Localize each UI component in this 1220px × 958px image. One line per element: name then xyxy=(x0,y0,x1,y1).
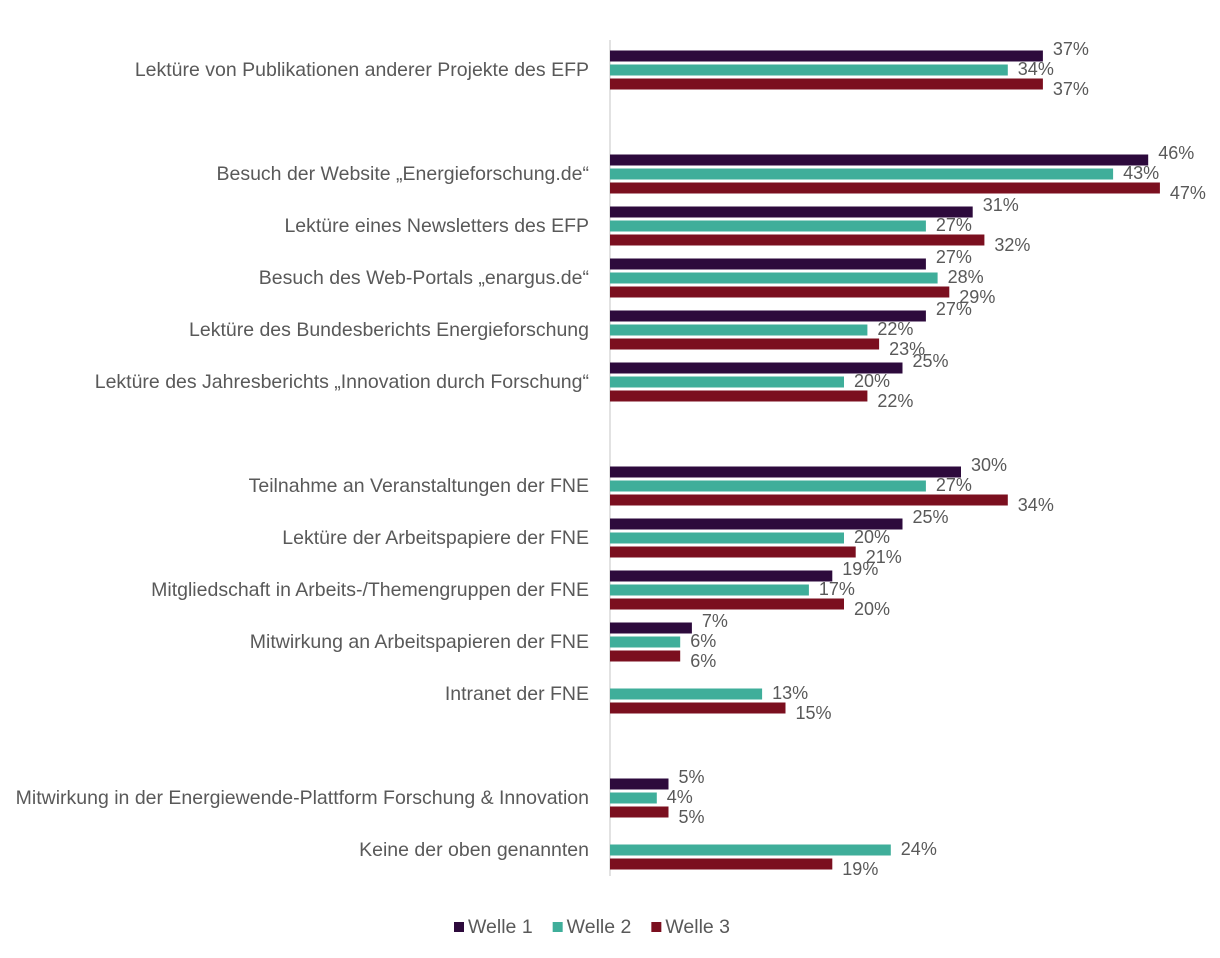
value-label: 7% xyxy=(702,611,728,631)
bar xyxy=(610,622,692,634)
bar xyxy=(610,466,961,478)
value-label: 27% xyxy=(936,215,972,235)
bar xyxy=(610,234,985,246)
value-label: 27% xyxy=(936,475,972,495)
legend-swatch xyxy=(651,922,662,932)
legend-swatch xyxy=(552,922,563,932)
category-label: Lektüre eines Newsletters des EFP xyxy=(284,215,589,237)
value-label: 5% xyxy=(679,767,705,787)
value-label: 19% xyxy=(842,559,878,579)
bar xyxy=(610,650,681,662)
bar xyxy=(610,584,809,596)
bar xyxy=(610,286,950,298)
legend-swatch xyxy=(454,922,464,932)
bar xyxy=(610,272,938,284)
bar xyxy=(610,390,868,402)
bar xyxy=(610,636,681,648)
bar xyxy=(610,546,856,558)
category-label: Besuch der Website „Energieforschung.de“ xyxy=(216,163,589,185)
value-label: 25% xyxy=(913,351,949,371)
bar xyxy=(610,310,926,322)
value-label: 43% xyxy=(1123,163,1159,183)
legend-label: Welle 2 xyxy=(567,916,632,938)
bar xyxy=(610,220,926,232)
bar xyxy=(610,64,1008,76)
legend-label: Welle 3 xyxy=(665,916,730,938)
value-label: 37% xyxy=(1053,79,1089,99)
bar xyxy=(610,206,973,218)
bar xyxy=(610,376,844,388)
value-label: 6% xyxy=(690,631,716,651)
bar xyxy=(610,258,926,270)
value-label: 6% xyxy=(690,651,716,671)
bar xyxy=(610,806,669,818)
category-label: Intranet der FNE xyxy=(444,683,589,705)
category-label: Mitwirkung an Arbeitspapieren der FNE xyxy=(249,631,589,653)
category-label: Lektüre des Jahresberichts „Innovation d… xyxy=(94,371,589,393)
value-label: 22% xyxy=(877,319,913,339)
bar xyxy=(610,570,833,582)
value-label: 20% xyxy=(854,371,890,391)
value-label: 25% xyxy=(913,507,949,527)
value-label: 22% xyxy=(877,391,913,411)
bar xyxy=(610,480,926,492)
bar xyxy=(610,778,669,790)
legend-label: Welle 1 xyxy=(468,916,533,938)
category-label: Besuch des Web-Portals „enargus.de“ xyxy=(258,267,589,289)
value-label: 34% xyxy=(1018,59,1054,79)
bar xyxy=(610,50,1043,62)
bar xyxy=(610,78,1043,90)
value-label: 23% xyxy=(889,339,925,359)
value-label: 28% xyxy=(948,267,984,287)
value-label: 24% xyxy=(901,839,937,859)
bar xyxy=(610,598,844,610)
category-label: Teilnahme an Veranstaltungen der FNE xyxy=(248,475,589,497)
value-label: 4% xyxy=(667,787,693,807)
bar xyxy=(610,182,1160,194)
value-label: 32% xyxy=(994,235,1030,255)
category-label: Lektüre der Arbeitspapiere der FNE xyxy=(282,527,589,549)
bar xyxy=(610,688,763,700)
value-label: 37% xyxy=(1053,39,1089,59)
value-label: 46% xyxy=(1158,143,1194,163)
bar xyxy=(610,858,833,870)
category-label: Lektüre von Publikationen anderer Projek… xyxy=(134,59,589,81)
category-label: Keine der oben genannten xyxy=(359,839,589,861)
value-label: 20% xyxy=(854,527,890,547)
value-label: 19% xyxy=(842,859,878,879)
value-label: 20% xyxy=(854,599,890,619)
value-label: 5% xyxy=(679,807,705,827)
category-label: Lektüre des Bundesberichts Energieforsch… xyxy=(189,319,589,341)
value-label: 27% xyxy=(936,247,972,267)
value-label: 30% xyxy=(971,455,1007,475)
value-label: 15% xyxy=(796,703,832,723)
value-label: 29% xyxy=(959,287,995,307)
bar xyxy=(610,324,868,336)
bar xyxy=(610,154,1149,166)
value-label: 27% xyxy=(936,299,972,319)
value-label: 13% xyxy=(772,683,808,703)
bar xyxy=(610,362,903,374)
bar xyxy=(610,494,1008,506)
value-label: 31% xyxy=(983,195,1019,215)
bar xyxy=(610,168,1114,180)
value-label: 17% xyxy=(819,579,855,599)
bar xyxy=(610,844,891,856)
bar xyxy=(610,702,786,714)
value-label: 21% xyxy=(866,547,902,567)
bar xyxy=(610,338,880,350)
bar xyxy=(610,532,844,544)
value-label: 34% xyxy=(1018,495,1054,515)
bar xyxy=(610,518,903,530)
value-label: 47% xyxy=(1170,183,1206,203)
category-label: Mitgliedschaft in Arbeits-/Themengruppen… xyxy=(151,579,589,601)
bar xyxy=(610,792,657,804)
category-label: Mitwirkung in der Energiewende-Plattform… xyxy=(15,787,589,809)
